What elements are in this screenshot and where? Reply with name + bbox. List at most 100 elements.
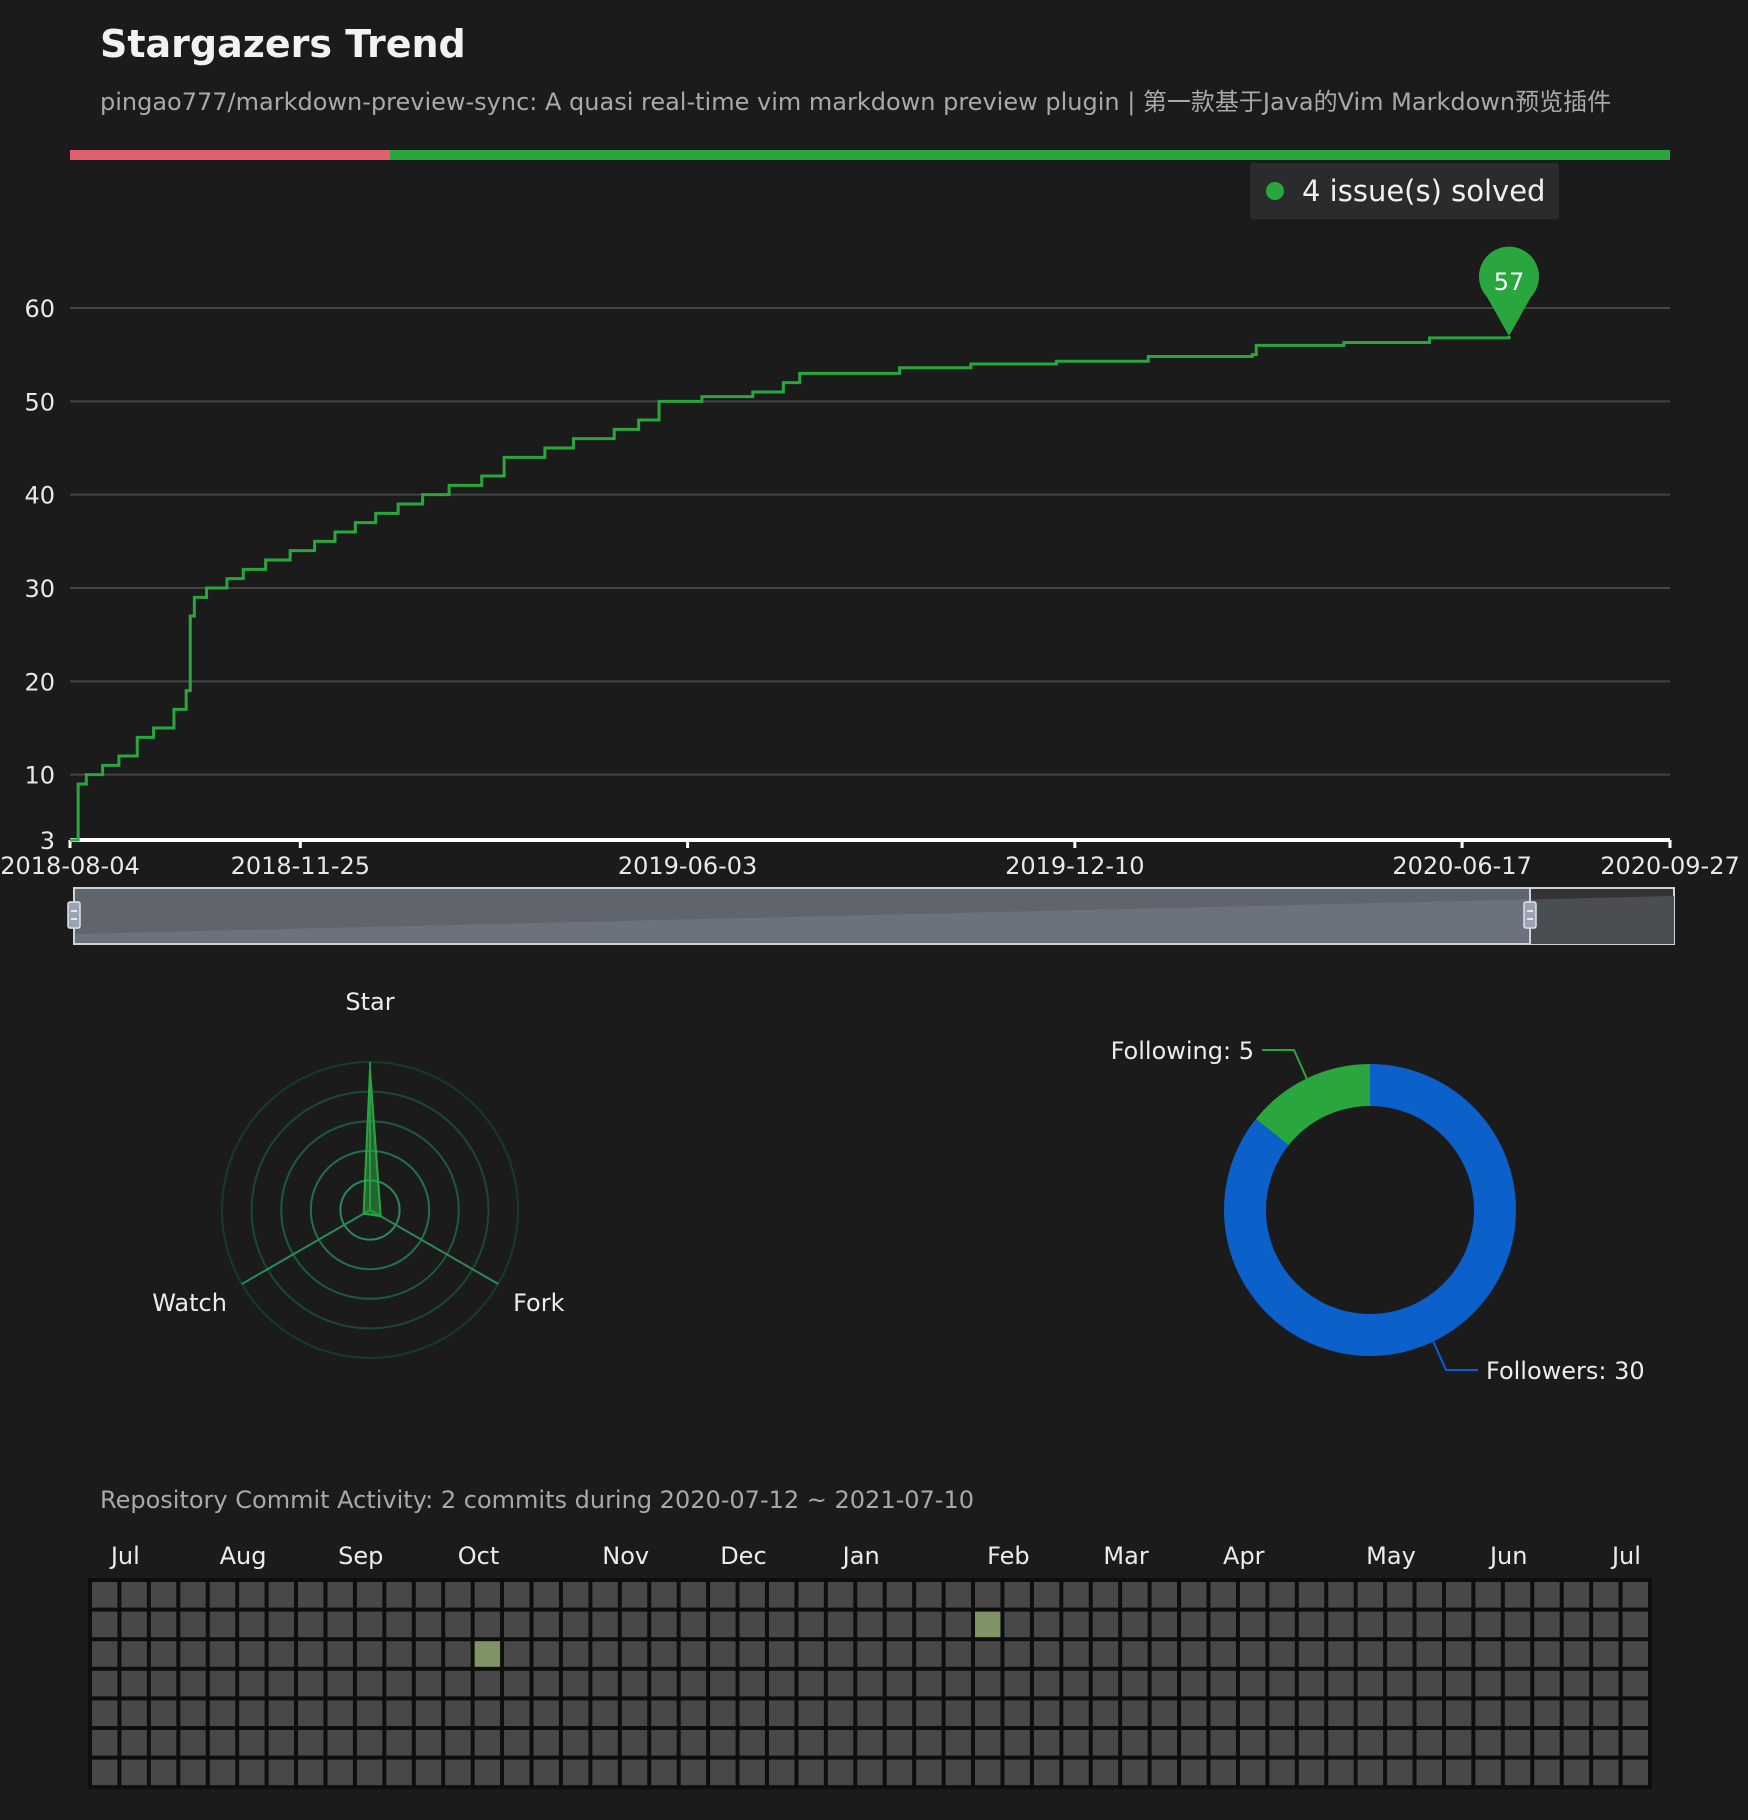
y-tick-label: 60 — [24, 295, 55, 323]
month-label: Jun — [1488, 1542, 1528, 1570]
slider-handle-right[interactable] — [1523, 901, 1537, 929]
heatmap-cell — [562, 1670, 589, 1697]
heatmap-cell — [798, 1641, 824, 1667]
heatmap-cell — [710, 1759, 736, 1786]
heatmap-cell — [1210, 1611, 1236, 1638]
zoom-slider[interactable] — [67, 887, 1675, 945]
heatmap-cell — [474, 1759, 501, 1786]
heatmap-cell — [239, 1700, 265, 1726]
heatmap-cell — [327, 1759, 353, 1786]
heatmap-cell — [268, 1700, 295, 1726]
heatmap-cell — [945, 1641, 972, 1667]
heatmap-cell — [150, 1611, 177, 1638]
heatmap-cell — [710, 1582, 736, 1608]
heatmap-cell — [945, 1700, 972, 1726]
heatmap-cell — [739, 1730, 765, 1756]
y-gridlines — [70, 307, 1670, 842]
heatmap-cell — [533, 1611, 559, 1638]
heatmap-cell — [1563, 1700, 1590, 1726]
heatmap-cell — [1122, 1700, 1148, 1726]
heatmap-cell — [1357, 1670, 1384, 1697]
heatmap-cell — [1181, 1700, 1207, 1726]
radar-series-area — [362, 1069, 382, 1218]
heatmap-cell — [1593, 1700, 1619, 1726]
heatmap-cell — [1416, 1730, 1442, 1756]
heatmap-cell — [1328, 1700, 1354, 1726]
heatmap-cell — [1445, 1759, 1472, 1786]
month-label: Sep — [338, 1542, 383, 1570]
heatmap-cell — [445, 1730, 471, 1756]
heatmap-cell — [1416, 1582, 1442, 1608]
month-label: May — [1366, 1542, 1416, 1570]
heatmap-cell — [92, 1641, 118, 1667]
heatmap-cell — [1298, 1611, 1325, 1638]
heatmap-cell — [739, 1670, 765, 1697]
heatmap-cell — [1563, 1670, 1590, 1697]
heatmap-cell — [710, 1641, 736, 1667]
heatmap-cell — [1181, 1641, 1207, 1667]
heatmap-cell — [768, 1641, 795, 1667]
heatmap-cell-active — [474, 1641, 501, 1667]
heatmap-cell — [180, 1759, 206, 1786]
heatmap-cell — [415, 1611, 442, 1638]
heatmap-cell — [1387, 1582, 1413, 1608]
heatmap-cell — [533, 1730, 559, 1756]
radar-chart: Star Fork Watch — [152, 988, 565, 1359]
heatmap-cell — [1122, 1611, 1148, 1638]
heatmap-cell — [1239, 1759, 1266, 1786]
heatmap-cell — [1534, 1759, 1560, 1786]
slider-handle-left[interactable] — [67, 901, 81, 929]
month-label: Jul — [109, 1542, 140, 1570]
heatmap-cell — [209, 1700, 236, 1726]
heatmap-cell-active — [975, 1611, 1001, 1638]
heatmap-cell — [268, 1759, 295, 1786]
heatmap-cell — [651, 1700, 677, 1726]
heatmap-cell — [298, 1700, 324, 1726]
heatmap-cell — [209, 1730, 236, 1756]
heatmap-cell — [121, 1582, 147, 1608]
heatmap-cell — [916, 1611, 942, 1638]
heatmap-cell — [592, 1641, 618, 1667]
donut-label-leader — [1432, 1341, 1478, 1371]
heatmap-cell — [886, 1611, 913, 1638]
heatmap-cell — [1534, 1730, 1560, 1756]
heatmap-cell — [1328, 1759, 1354, 1786]
heatmap-cell — [1239, 1700, 1266, 1726]
heatmap-cell — [92, 1759, 118, 1786]
heatmap-cell — [1210, 1670, 1236, 1697]
heatmap-cell — [1151, 1641, 1178, 1667]
heatmap-cell — [1063, 1641, 1089, 1667]
heatmap-cell — [651, 1641, 677, 1667]
heatmap-cell — [356, 1700, 383, 1726]
heatmap-cell — [1357, 1611, 1384, 1638]
heatmap-cell — [1063, 1730, 1089, 1756]
heatmap-cell — [356, 1670, 383, 1697]
heatmap-cell — [268, 1582, 295, 1608]
heatmap-cell — [1563, 1730, 1590, 1756]
heatmap-cell — [975, 1670, 1001, 1697]
heatmap-cell — [1063, 1759, 1089, 1786]
marker-label: 57 — [1494, 268, 1525, 296]
heatmap-cell — [1239, 1730, 1266, 1756]
issue-bar-open-segment — [70, 150, 390, 160]
heatmap-cell — [1298, 1670, 1325, 1697]
x-tick-label: 2018-11-25 — [231, 852, 370, 880]
heatmap-cell — [445, 1700, 471, 1726]
heatmap-cell — [1063, 1670, 1089, 1697]
heatmap-cell — [1475, 1670, 1501, 1697]
heatmap-cell — [562, 1730, 589, 1756]
heatmap-cell — [180, 1611, 206, 1638]
followers-donut-chart: Followers: 30 Following: 5 — [1111, 1037, 1645, 1385]
heatmap-cell — [1563, 1611, 1590, 1638]
heatmap-cell — [1298, 1582, 1325, 1608]
heatmap-cell — [239, 1670, 265, 1697]
heatmap-cell — [268, 1611, 295, 1638]
month-label: Aug — [220, 1542, 267, 1570]
donut-slice-label: Following: 5 — [1111, 1037, 1254, 1065]
heatmap-cell — [1092, 1730, 1119, 1756]
heatmap-cell — [1269, 1670, 1295, 1697]
heatmap-cell — [1357, 1730, 1384, 1756]
heatmap-cell — [1151, 1730, 1178, 1756]
heatmap-cell — [209, 1611, 236, 1638]
heatmap-cell — [92, 1611, 118, 1638]
